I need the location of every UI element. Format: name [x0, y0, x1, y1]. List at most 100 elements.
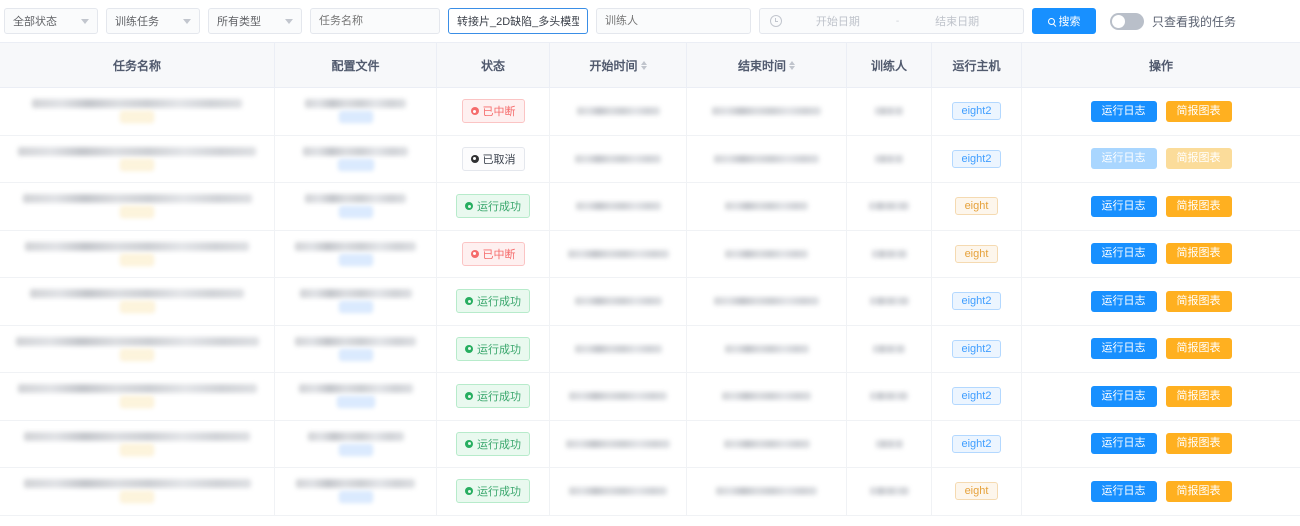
date-range-picker[interactable]: 开始日期 - 结束日期 — [759, 8, 1024, 34]
cell-host: eight2 — [932, 373, 1022, 420]
chevron-down-icon — [81, 18, 89, 24]
status-dot-icon — [465, 297, 473, 306]
date-range-separator: - — [895, 15, 900, 27]
table-row[interactable]: 已取消 eight2 运行日志 简报图表 — [0, 135, 1300, 183]
run-log-button[interactable]: 运行日志 — [1090, 148, 1157, 170]
sort-icon[interactable] — [789, 60, 795, 70]
config-file-tag — [338, 301, 373, 314]
cell-trainer — [847, 325, 932, 372]
start-time-text — [575, 154, 661, 163]
status-dot-icon — [465, 439, 473, 448]
status-badge-label: 运行成功 — [477, 201, 521, 214]
table-row[interactable]: 运行成功 eight2 运行日志 简报图表 — [0, 278, 1300, 326]
table-row[interactable]: 已中断 eight 运行日志 简报图表 — [0, 230, 1300, 278]
report-chart-button[interactable]: 简报图表 — [1165, 385, 1232, 407]
run-log-button[interactable]: 运行日志 — [1090, 385, 1157, 407]
run-log-button[interactable]: 运行日志 — [1090, 290, 1157, 312]
table-row[interactable]: 运行成功 eight2 运行日志 简报图表 — [0, 325, 1300, 373]
cell-actions: 运行日志 简报图表 — [1022, 136, 1300, 183]
end-time-text — [712, 107, 821, 116]
task-name-tag — [120, 396, 154, 409]
cell-status: 运行成功 — [437, 420, 550, 467]
cell-host: eight2 — [932, 135, 1022, 182]
config-file-text — [299, 289, 412, 299]
run-log-button[interactable]: 运行日志 — [1090, 338, 1157, 360]
search-icon — [1047, 17, 1055, 25]
table-row[interactable]: 运行成功 eight2 运行日志 简报图表 — [0, 373, 1300, 421]
task-name-text — [32, 99, 242, 109]
table-row[interactable]: 运行成功 eight2 运行日志 简报图表 — [0, 420, 1300, 468]
host-tag: eight — [954, 197, 999, 216]
sort-icon[interactable] — [640, 60, 647, 70]
search-button-label: 搜索 — [1058, 16, 1081, 28]
config-file-tag — [338, 253, 373, 266]
my-tasks-label: 只查看我的任务 — [1152, 14, 1237, 29]
cell-host: eight — [932, 468, 1022, 515]
trainer-text — [869, 297, 909, 306]
my-tasks-toggle[interactable] — [1110, 12, 1144, 30]
cell-actions: 运行日志 简报图表 — [1022, 421, 1300, 468]
report-chart-button[interactable]: 简报图表 — [1165, 100, 1232, 122]
cell-end-time — [687, 468, 847, 515]
run-log-button[interactable]: 运行日志 — [1090, 480, 1157, 502]
config-file-tag — [338, 206, 373, 219]
status-badge-label: 已中断 — [482, 248, 516, 261]
clock-icon — [770, 15, 782, 27]
status-badge: 运行成功 — [456, 479, 530, 504]
cell-status: 运行成功 — [437, 468, 550, 515]
keyword-input[interactable] — [448, 8, 588, 34]
trainer-input[interactable] — [596, 8, 751, 34]
task-name-tag — [120, 491, 154, 504]
report-chart-button[interactable]: 简报图表 — [1165, 338, 1232, 360]
cell-trainer — [847, 135, 932, 182]
run-log-button[interactable]: 运行日志 — [1090, 100, 1157, 122]
status-dot-icon — [470, 249, 479, 258]
status-dot-icon — [470, 107, 479, 116]
column-header-end-time[interactable]: 结束时间 — [687, 43, 847, 87]
run-log-button[interactable]: 运行日志 — [1090, 243, 1157, 265]
cell-config-file — [275, 135, 437, 182]
status-select[interactable]: 全部状态 — [4, 8, 98, 34]
category-select[interactable]: 所有类型 — [208, 8, 302, 34]
report-chart-button[interactable]: 简报图表 — [1165, 290, 1232, 312]
table-row[interactable]: 运行成功 eight 运行日志 简报图表 — [0, 183, 1300, 231]
config-file-text — [303, 146, 408, 156]
report-chart-button[interactable]: 简报图表 — [1165, 243, 1232, 265]
date-start-placeholder: 开始日期 — [815, 16, 860, 28]
config-file-text — [295, 241, 416, 251]
report-chart-button[interactable]: 简报图表 — [1165, 480, 1232, 502]
host-tag: eight2 — [951, 434, 1002, 453]
report-chart-button[interactable]: 简报图表 — [1165, 433, 1232, 455]
report-chart-button[interactable]: 简报图表 — [1165, 195, 1232, 217]
cell-end-time — [687, 325, 847, 372]
task-name-input[interactable] — [310, 8, 440, 34]
table-row[interactable]: 运行成功 eight 运行日志 简报图表 — [0, 468, 1300, 516]
category-select-label: 所有类型 — [217, 16, 261, 28]
chevron-down-icon — [285, 18, 293, 24]
run-log-button[interactable]: 运行日志 — [1090, 195, 1157, 217]
host-tag: eight2 — [951, 149, 1002, 168]
task-name-tag — [120, 253, 154, 266]
report-chart-button[interactable]: 简报图表 — [1165, 148, 1232, 170]
task-type-select[interactable]: 训练任务 — [106, 8, 200, 34]
status-select-label: 全部状态 — [13, 16, 57, 28]
host-tag: eight2 — [951, 102, 1002, 121]
start-time-text — [576, 107, 660, 116]
cell-end-time — [687, 420, 847, 467]
cell-task-name — [0, 420, 275, 467]
table-body: 已中断 eight2 运行日志 简报图表 已取消 eight2 运行日志 简报图表 运行成功 ei… — [0, 88, 1300, 516]
table-row[interactable]: 已中断 eight2 运行日志 简报图表 — [0, 88, 1300, 136]
run-log-button[interactable]: 运行日志 — [1090, 433, 1157, 455]
search-button[interactable]: 搜索 — [1032, 8, 1096, 34]
my-tasks-filter: 只查看我的任务 — [1110, 12, 1237, 30]
column-header-start-time[interactable]: 开始时间 — [550, 43, 687, 87]
end-time-text — [716, 487, 817, 496]
task-name-tag — [120, 348, 154, 361]
task-name-text — [15, 336, 259, 346]
cell-host: eight2 — [932, 325, 1022, 372]
cell-config-file — [275, 230, 437, 277]
cell-config-file — [275, 88, 437, 135]
cell-status: 运行成功 — [437, 278, 550, 325]
cell-status: 已取消 — [437, 135, 550, 182]
task-name-text — [17, 384, 257, 394]
